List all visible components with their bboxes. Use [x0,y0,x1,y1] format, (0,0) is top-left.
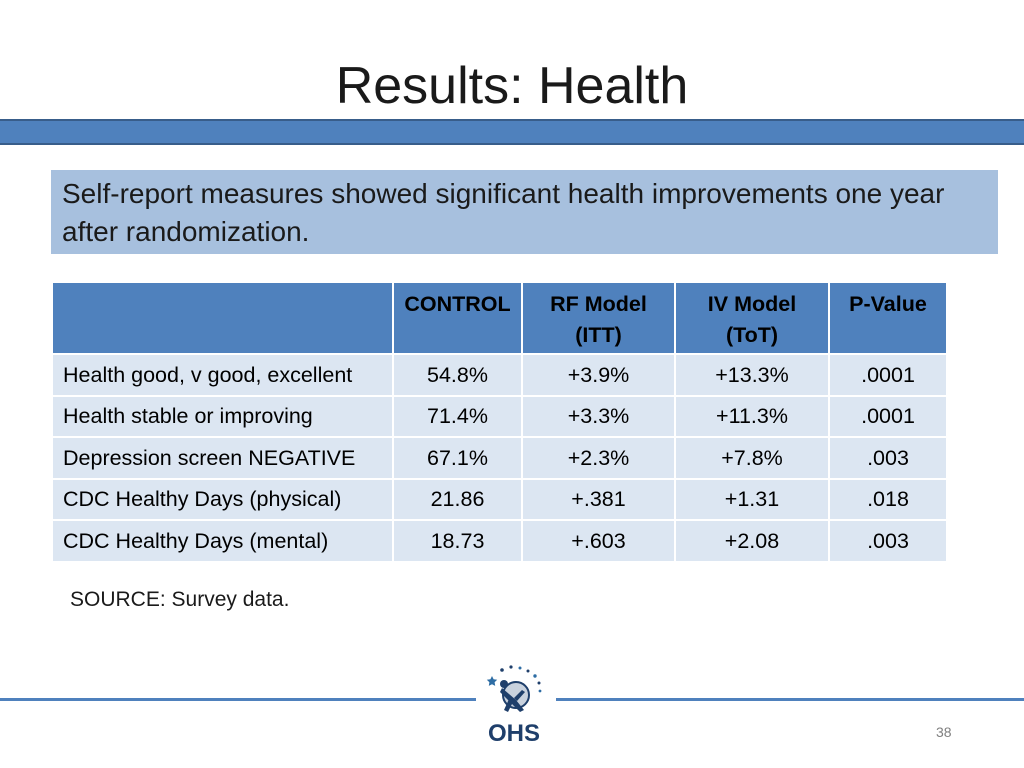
control-value: 21.86 [392,477,523,521]
iv-model-value: +2.08 [674,519,830,563]
page-number: 38 [936,724,952,740]
header-cell-control: CONTROL [392,281,523,355]
header-control-label: CONTROL [404,292,511,316]
p-value: .003 [828,436,948,480]
table-header-row: CONTROL RF Model (ITT) IV Model (ToT) P-… [51,281,948,355]
rf-model-value: +.603 [521,519,676,563]
p-value: .0001 [828,394,948,438]
iv-model-value: +11.3% [674,394,830,438]
p-value: .003 [828,519,948,563]
row-label: Health good, v good, excellent [51,353,394,397]
control-value: 54.8% [392,353,523,397]
table-row: Depression screen NEGATIVE 67.1% +2.3% +… [51,436,948,480]
header-cell-empty [51,281,394,355]
iv-model-value: +1.31 [674,477,830,521]
row-label: CDC Healthy Days (mental) [51,519,394,563]
callout-box: Self-report measures showed significant … [51,170,998,254]
header-iv-model-line2: (ToT) [725,323,779,347]
ohs-logo: OHS [486,665,542,746]
control-value: 18.73 [392,519,523,563]
header-cell-iv-model: IV Model (ToT) [674,281,830,355]
control-value: 67.1% [392,436,523,480]
p-value: .018 [828,477,948,521]
logo-text: OHS [488,720,540,746]
row-label: CDC Healthy Days (physical) [51,477,394,521]
iv-model-value: +7.8% [674,436,830,480]
header-rf-model-line2: (ITT) [575,323,622,347]
rf-model-value: +3.9% [521,353,676,397]
table-row: CDC Healthy Days (mental) 18.73 +.603 +2… [51,519,948,563]
header-p-value-label: P-Value [849,292,927,316]
logo-figure-icon [500,680,530,712]
iv-model-value: +13.3% [674,353,830,397]
source-note: SOURCE: Survey data. [70,588,290,611]
title-divider-bar [0,119,1024,145]
results-table: CONTROL RF Model (ITT) IV Model (ToT) P-… [51,281,948,563]
table-row: CDC Healthy Days (physical) 21.86 +.381 … [51,477,948,521]
rf-model-value: +3.3% [521,394,676,438]
p-value: .0001 [828,353,948,397]
footer-line-right [556,698,1024,701]
row-label: Health stable or improving [51,394,394,438]
row-label: Depression screen NEGATIVE [51,436,394,480]
rf-model-value: +2.3% [521,436,676,480]
header-iv-model-line1: IV Model [707,292,797,316]
control-value: 71.4% [392,394,523,438]
table-row: Health stable or improving 71.4% +3.3% +… [51,394,948,438]
table-row: Health good, v good, excellent 54.8% +3.… [51,353,948,397]
rf-model-value: +.381 [521,477,676,521]
header-rf-model-line1: RF Model [550,292,647,316]
header-cell-rf-model: RF Model (ITT) [521,281,676,355]
footer-line-left [0,698,476,701]
header-cell-p-value: P-Value [828,281,948,355]
logo-stars-icon [486,665,542,693]
slide-title: Results: Health [335,57,689,115]
